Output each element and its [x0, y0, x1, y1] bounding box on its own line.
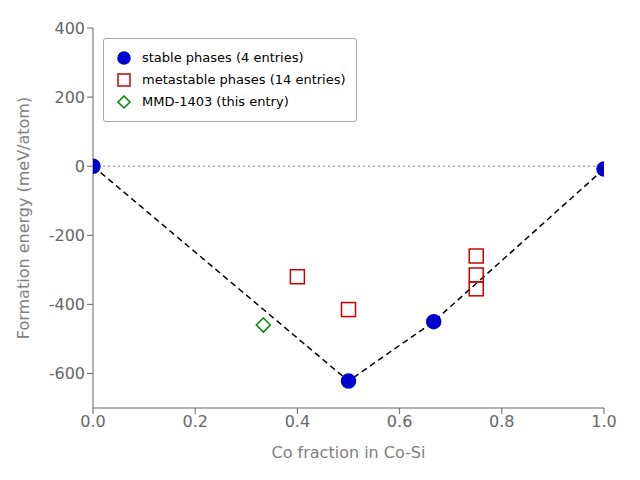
html-text:MMD-1403 (this entry): MMD-1403 (this entry): [142, 94, 289, 109]
svg-text:400: 400: [54, 19, 85, 38]
svg-text:200: 200: [54, 88, 85, 107]
html-text:metastable phases (14 entries): metastable phases (14 entries): [142, 72, 346, 87]
svg-text:-400: -400: [49, 295, 85, 314]
svg-text:0.2: 0.2: [182, 412, 207, 431]
svg-text:0.4: 0.4: [285, 412, 310, 431]
svg-text:1.0: 1.0: [591, 412, 616, 431]
svg-text:-600: -600: [49, 364, 85, 383]
svg-text:Co fraction in Co-Si: Co fraction in Co-Si: [272, 443, 426, 462]
svg-text:Formation energy (meV/atom): Formation energy (meV/atom): [14, 97, 33, 339]
svg-text:0: 0: [75, 157, 85, 176]
svg-text:-200: -200: [49, 226, 85, 245]
html-text:stable phases (4 entries): stable phases (4 entries): [142, 50, 304, 65]
svg-text:0.0: 0.0: [80, 412, 105, 431]
svg-text:0.8: 0.8: [489, 412, 514, 431]
svg-text:0.6: 0.6: [387, 412, 412, 431]
